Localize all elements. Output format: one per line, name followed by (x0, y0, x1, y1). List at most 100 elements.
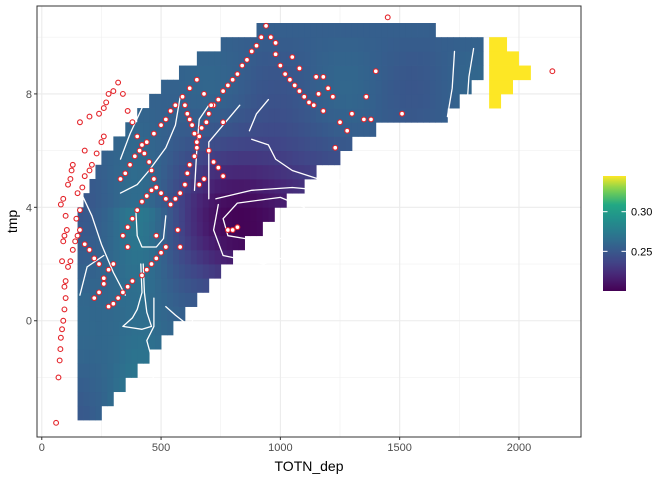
heatmap-cell (232, 93, 240, 109)
data-point (62, 295, 69, 302)
data-point (368, 116, 374, 123)
data-point (143, 266, 150, 273)
heatmap-cell (310, 93, 317, 109)
heatmap-cell (119, 150, 126, 166)
heatmap-cell (417, 23, 424, 38)
heatmap-cell (95, 193, 102, 208)
heatmap-cell (226, 136, 234, 152)
heatmap-cell (369, 37, 377, 52)
data-point (363, 93, 370, 100)
heatmap-cell (77, 292, 84, 307)
heatmap-cell (256, 122, 263, 137)
heatmap-cell (143, 349, 150, 364)
heatmap-cell (143, 278, 150, 293)
heatmap-cell (83, 306, 90, 322)
data-point (91, 295, 98, 302)
heatmap-cell (119, 306, 126, 322)
heatmap-cell (202, 51, 210, 66)
heatmap-cell (298, 164, 305, 180)
heatmap-cell (250, 93, 257, 109)
heatmap-cell (322, 122, 329, 137)
heatmap-cell (161, 136, 168, 152)
heatmap-cell (173, 108, 180, 123)
data-point (124, 224, 131, 231)
data-point (220, 88, 227, 95)
heatmap-cell (274, 51, 281, 66)
data-point (172, 102, 179, 109)
heatmap-cell (405, 37, 412, 52)
heatmap-cell (226, 108, 234, 123)
heatmap-cell (238, 51, 245, 66)
heatmap-cell (137, 306, 144, 322)
heatmap-cell (250, 51, 257, 66)
heatmap-cell (131, 193, 138, 208)
heatmap-cell (155, 122, 162, 137)
data-point (193, 139, 200, 146)
heatmap-cell (280, 108, 287, 123)
heatmap-cell (184, 93, 192, 109)
data-point (110, 261, 117, 267)
heatmap-cell (322, 23, 329, 38)
heatmap-cell (316, 23, 323, 38)
heatmap-cell (167, 207, 174, 222)
data-point (61, 306, 68, 313)
heatmap-cell (262, 108, 269, 123)
heatmap-cell (143, 207, 150, 222)
contour-line (119, 96, 181, 194)
heatmap-cell (178, 306, 186, 322)
heatmap-cell (202, 65, 210, 81)
heatmap-cell (214, 108, 222, 123)
heatmap-cell (95, 306, 102, 322)
heatmap-cell (178, 164, 186, 180)
heatmap-cell (137, 264, 144, 279)
heatmap-cell (262, 193, 269, 208)
heatmap-cell (161, 93, 168, 109)
data-point (76, 119, 83, 126)
contour-line (135, 212, 167, 248)
heatmap-cell (77, 334, 84, 350)
heatmap-cell (423, 79, 430, 95)
heatmap-cell (226, 65, 234, 81)
heatmap-cell (149, 306, 156, 322)
data-point (115, 295, 122, 302)
heatmap-cell (125, 306, 132, 322)
heatmap-cell (286, 65, 293, 81)
heatmap-cell (77, 306, 84, 322)
heatmap-cell (238, 93, 245, 109)
heatmap-cell (262, 93, 269, 109)
heatmap-cell (328, 122, 335, 137)
heatmap-cell (202, 278, 210, 293)
heatmap-cell (83, 405, 90, 421)
heatmap-cell (214, 150, 222, 166)
data-point (193, 76, 200, 83)
heatmap-cell (274, 23, 281, 38)
heatmap-cell (119, 164, 126, 180)
heatmap-cell (340, 51, 347, 66)
heatmap-cell (95, 292, 102, 307)
heatmap-cell (375, 108, 383, 123)
heatmap-cell (435, 108, 442, 123)
heatmap-cell (340, 23, 347, 38)
heatmap-cell (262, 51, 269, 66)
data-point (79, 184, 86, 191)
heatmap-cell (167, 235, 174, 251)
heatmap-cell (369, 79, 377, 95)
data-point (60, 195, 67, 202)
heatmap-cell (411, 65, 418, 81)
heatmap-cell (375, 51, 383, 66)
heatmap-cell (304, 136, 311, 152)
heatmap-cell (310, 164, 317, 180)
heatmap-cell (340, 37, 347, 52)
heatmap-cell (178, 178, 186, 194)
heatmap-cell (399, 79, 407, 95)
heatmap-cell (226, 150, 234, 166)
heatmap-cell (137, 122, 144, 137)
heatmap-cell (208, 193, 216, 208)
heatmap-cell (357, 79, 365, 95)
heatmap-cell (226, 93, 234, 109)
heatmap-cell (268, 164, 275, 180)
heatmap-cell (268, 193, 275, 208)
heatmap-cell (167, 122, 174, 137)
data-point (234, 224, 241, 231)
